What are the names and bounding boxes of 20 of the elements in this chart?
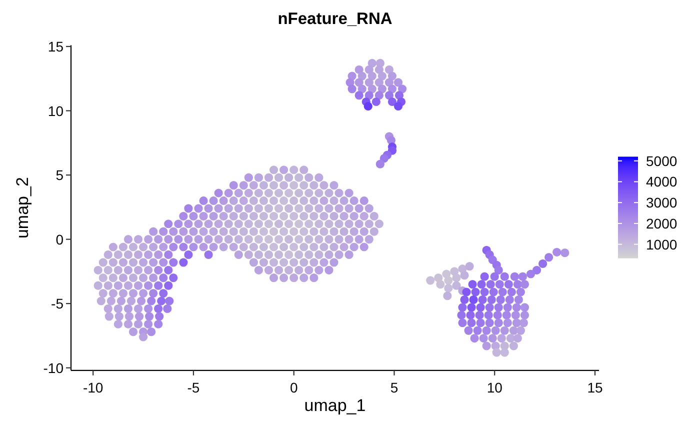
y-tick-label: -10 (43, 360, 64, 376)
x-tick-label: -5 (187, 379, 200, 396)
color-bar-label: 1000 (646, 236, 678, 252)
y-axis-title: umap_2 (13, 177, 32, 239)
x-tick-label: 0 (290, 379, 298, 396)
x-tick-label: 15 (587, 379, 603, 396)
y-tick-label: 10 (48, 102, 64, 119)
x-tick-label: 5 (390, 379, 398, 396)
y-tick-label: -5 (51, 296, 64, 312)
chart-title: nFeature_RNA (278, 10, 392, 28)
x-axis-title: umap_1 (304, 396, 366, 415)
y-tick-label: 15 (48, 38, 64, 54)
x-tick-label: 10 (486, 379, 503, 396)
color-bar-label: 3000 (646, 194, 678, 211)
color-bar-label: 2000 (646, 215, 678, 232)
color-bar-label: 4000 (646, 174, 678, 190)
y-tick-label: 0 (56, 231, 64, 248)
y-tick-label: 5 (56, 167, 64, 184)
color-bar-label: 5000 (646, 152, 678, 169)
x-tick-label: -10 (82, 379, 104, 396)
